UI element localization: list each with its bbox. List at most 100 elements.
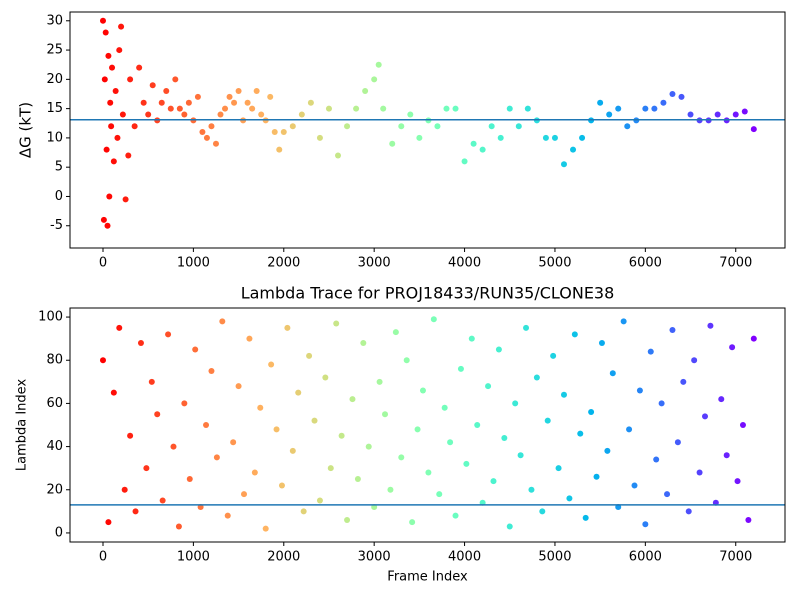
point xyxy=(353,105,360,112)
point xyxy=(674,439,681,446)
point xyxy=(714,111,721,118)
point xyxy=(203,422,210,428)
point xyxy=(362,88,369,95)
point xyxy=(170,443,177,450)
point xyxy=(116,47,123,54)
x-tick-label: 4000 xyxy=(448,256,481,271)
y-tick-label: 0 xyxy=(55,189,63,204)
point xyxy=(149,82,156,89)
point xyxy=(235,383,242,390)
point xyxy=(186,475,193,482)
point xyxy=(691,357,698,364)
point xyxy=(392,329,399,336)
point xyxy=(512,400,519,407)
point xyxy=(246,335,253,342)
y-tick-label: -5 xyxy=(50,218,63,233)
point xyxy=(414,426,421,433)
point xyxy=(461,158,468,165)
x-tick-label: 5000 xyxy=(538,550,571,565)
point xyxy=(434,123,441,130)
point xyxy=(108,123,115,130)
point xyxy=(463,460,470,467)
point xyxy=(365,443,372,450)
point xyxy=(501,434,508,441)
y-tick-label: 25 xyxy=(46,43,63,58)
point xyxy=(224,512,231,519)
y-tick-label: 5 xyxy=(55,160,63,175)
point xyxy=(226,93,233,100)
point xyxy=(604,447,611,454)
point xyxy=(231,99,238,106)
x-tick-label: 2000 xyxy=(267,550,300,565)
point xyxy=(181,111,188,118)
point xyxy=(647,348,654,355)
point xyxy=(555,465,562,472)
point xyxy=(118,23,125,30)
point xyxy=(550,352,557,359)
point xyxy=(109,64,116,71)
x-tick-label: 3000 xyxy=(358,256,391,271)
point xyxy=(105,519,112,526)
y-tick-label: 80 xyxy=(46,353,63,368)
point xyxy=(702,413,709,420)
point xyxy=(103,146,110,153)
point xyxy=(230,439,237,446)
point xyxy=(300,508,307,515)
point xyxy=(131,123,138,130)
point xyxy=(470,140,477,147)
point xyxy=(325,105,332,112)
x-tick-label: 0 xyxy=(99,550,107,565)
point xyxy=(642,105,649,112)
point xyxy=(105,52,112,59)
x-tick-label: 2000 xyxy=(267,256,300,271)
point xyxy=(524,105,531,112)
point xyxy=(664,491,671,498)
point xyxy=(99,357,106,364)
point xyxy=(213,454,220,461)
point xyxy=(158,99,165,106)
point xyxy=(680,378,687,385)
point xyxy=(316,134,323,141)
point xyxy=(307,99,314,106)
point xyxy=(658,400,665,407)
point xyxy=(707,322,714,329)
point xyxy=(398,123,405,130)
point xyxy=(506,105,513,112)
point xyxy=(276,146,283,153)
axes: 0 1000 2000 3000 4000 5000 6000 7000 -5 0 5 10 15 20 2… xyxy=(17,11,786,271)
point xyxy=(132,508,139,515)
point xyxy=(631,482,638,489)
point xyxy=(289,447,296,454)
point xyxy=(262,525,269,532)
point xyxy=(407,111,414,118)
point xyxy=(125,152,132,159)
point xyxy=(669,327,676,334)
point xyxy=(403,357,410,364)
point xyxy=(121,486,128,493)
point xyxy=(515,123,522,130)
point xyxy=(258,111,265,118)
y-tick-label: 40 xyxy=(46,439,63,454)
point xyxy=(597,99,604,106)
point xyxy=(570,146,577,153)
point xyxy=(251,469,258,476)
point xyxy=(741,108,748,115)
y-tick-label: 60 xyxy=(46,396,63,411)
point xyxy=(208,368,215,375)
point xyxy=(745,516,752,523)
point xyxy=(653,456,660,463)
point xyxy=(430,316,437,323)
point xyxy=(148,378,155,385)
point xyxy=(349,396,356,403)
x-axis-label: Frame Index xyxy=(387,570,468,585)
point xyxy=(344,123,351,130)
point xyxy=(441,404,448,411)
point xyxy=(137,339,144,346)
point xyxy=(615,105,622,112)
point xyxy=(588,409,595,416)
point xyxy=(185,99,192,106)
point xyxy=(306,352,313,359)
x-tick-label: 1000 xyxy=(177,256,210,271)
point xyxy=(257,404,264,411)
y-tick-label: 30 xyxy=(46,13,63,28)
